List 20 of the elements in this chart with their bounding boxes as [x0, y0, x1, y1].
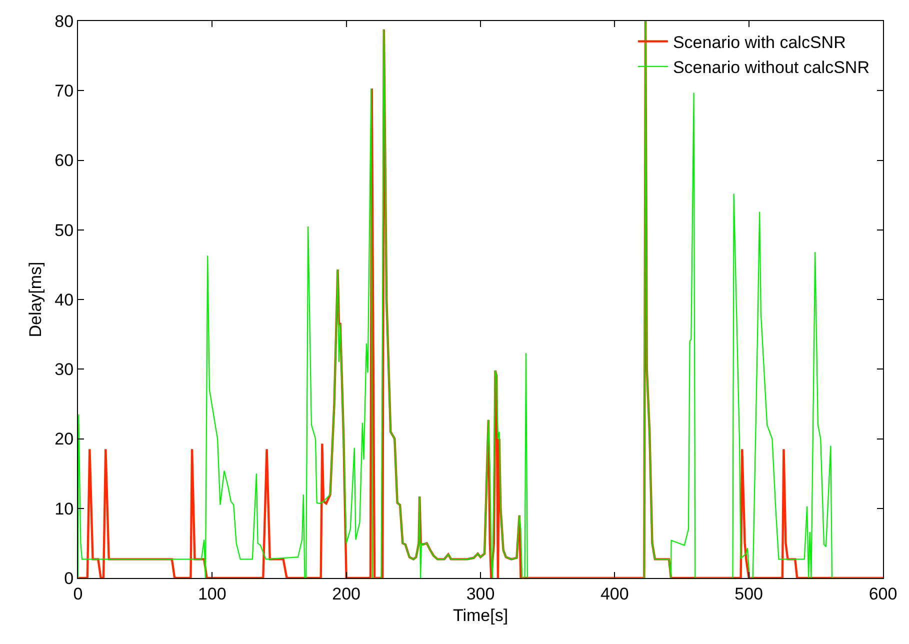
y-tick-label: 60 — [54, 151, 74, 170]
y-tick-label: 50 — [54, 220, 74, 240]
x-tick-label: 100 — [198, 584, 226, 604]
y-tick-label: 30 — [54, 360, 74, 380]
y-tick-label: 80 — [54, 12, 74, 31]
x-tick-label: 200 — [332, 584, 361, 604]
y-tick-label: 70 — [54, 82, 74, 101]
y-tick-label: 10 — [54, 499, 74, 518]
line-series — [78, 21, 883, 578]
x-tick-label: 400 — [600, 584, 629, 604]
x-axis-title: Time[s] — [452, 606, 508, 625]
y-axis-title: Delay[ms] — [26, 262, 46, 338]
legend-label: Scenario with calcSNR — [672, 32, 846, 52]
y-tick-label: 0 — [64, 568, 74, 588]
legend-label: Scenario without calcSNR — [672, 58, 870, 78]
y-tick-label: 20 — [54, 430, 74, 449]
x-tick-label: 500 — [734, 584, 764, 604]
y-tick-label: 40 — [54, 290, 74, 310]
x-tick-label: 300 — [466, 584, 495, 604]
x-tick-label: 600 — [868, 584, 898, 604]
